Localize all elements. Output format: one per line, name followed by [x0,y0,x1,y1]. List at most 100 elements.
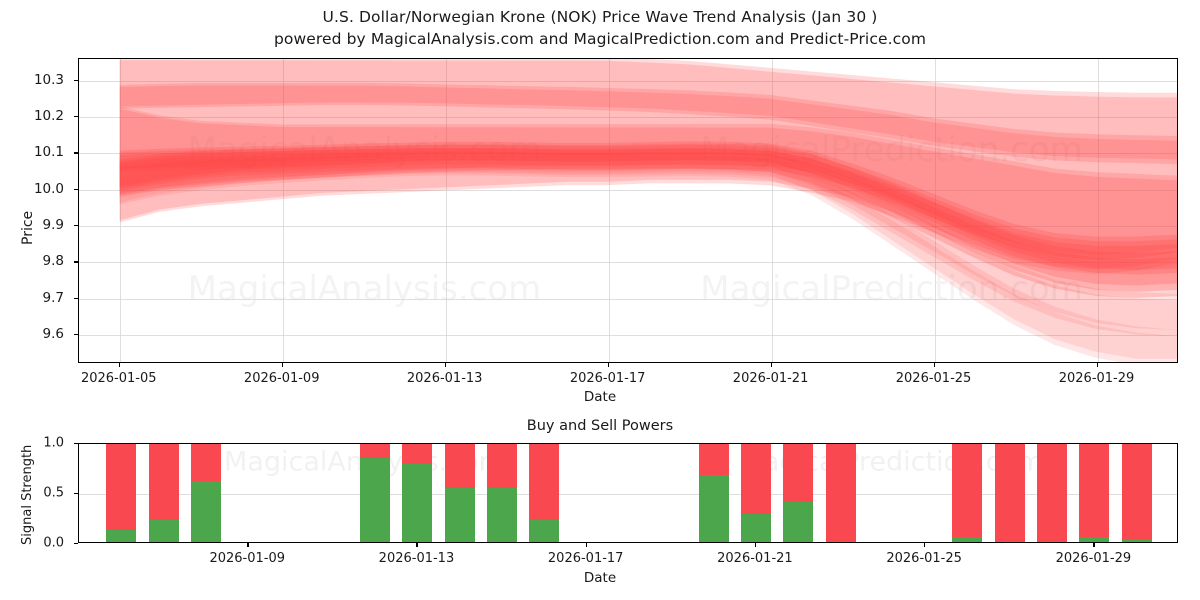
signal-bar[interactable] [698,444,729,542]
price-wave-band [119,106,1177,256]
price-wave-band [119,108,1177,260]
price-gridline-h [79,334,1177,336]
price-wave-band [119,151,1177,298]
chart-title-line-1: U.S. Dollar/Norwegian Krone (NOK) Price … [322,8,878,26]
signal-bar[interactable] [825,444,856,542]
price-gridline-v [771,59,773,362]
price-gridline-h [79,117,1177,119]
price-x-tick-label: 2026-01-13 [406,371,483,386]
price-wave-band [119,157,1177,359]
buy-power-segment [1121,539,1152,542]
sell-power-segment [360,444,391,458]
signal-x-tick-label: 2026-01-25 [886,551,962,566]
sell-power-segment [444,444,475,488]
signal-bar[interactable] [740,444,771,542]
signal-y-tick-label: 0.0 [43,535,64,551]
price-x-tick-label: 2026-01-21 [732,371,809,386]
sell-power-segment [1079,444,1110,537]
signal-bar[interactable] [1037,444,1068,542]
signal-y-tickmark [74,543,78,545]
signal-x-tick-label: 2026-01-21 [717,551,793,566]
signal-x-tick-label: 2026-01-17 [547,551,624,566]
sell-power-segment [190,444,221,481]
signal-y-tickmark [74,443,78,445]
signal-bar[interactable] [402,444,433,542]
signal-bar[interactable] [360,444,391,542]
buy-power-segment [740,514,771,542]
price-gridline-h [79,226,1177,228]
price-x-tickmark [118,363,121,367]
signal-gridline-h [79,494,1177,495]
price-wave-band [119,59,1177,270]
signal-bar[interactable] [190,444,221,542]
price-wave-band [119,147,1177,275]
signal-bar[interactable] [1121,444,1152,542]
buy-power-segment [698,475,729,542]
signal-bar[interactable] [444,444,475,542]
buy-power-segment [402,464,433,542]
price-y-tick-label: 10.3 [33,71,64,88]
signal-y-tickmark [74,493,78,495]
price-y-tick-label: 9.7 [42,289,64,306]
sell-power-segment [783,444,814,502]
price-wave-band [119,143,1177,286]
signal-x-tick-label: 2026-01-13 [378,551,455,566]
signal-x-axis-label: Date [583,570,617,586]
signal-bar[interactable] [952,444,983,542]
signal-bar[interactable] [148,444,179,542]
price-wave-band [119,141,1177,266]
price-wave-band [119,85,1177,165]
signal-y-axis-label: Signal Strength [20,444,35,545]
signal-bar[interactable] [106,444,137,542]
price-wave-band [119,144,1177,271]
price-x-tickmark [770,363,772,367]
price-wave-band [119,151,1177,330]
price-y-tickmark [74,225,78,227]
signal-x-tickmark [247,543,249,547]
price-wave-band [119,161,1177,362]
price-y-tick-label: 10.1 [33,144,64,161]
price-y-tickmark [74,116,78,118]
buy-power-segment [444,488,475,542]
price-y-tickmark [74,297,78,299]
sell-power-segment [994,444,1025,542]
price-x-tick-label: 2026-01-25 [895,371,972,386]
signal-y-tick-label: 0.5 [43,485,64,501]
signal-bar[interactable] [529,444,560,542]
signal-y-tick-label: 1.0 [43,435,64,451]
sell-power-segment [952,444,983,537]
price-gridline-h [79,262,1177,264]
signal-x-tickmark [416,543,418,547]
price-gridline-h [79,298,1177,300]
signal-bar[interactable] [994,444,1025,542]
signal-x-tick-label: 2026-01-29 [1055,551,1132,566]
price-wave-band [119,82,1177,160]
price-x-tick-label: 2026-01-09 [243,371,320,386]
sell-power-segment [740,444,771,514]
price-y-tick-label: 10.2 [33,108,64,125]
signal-bar[interactable] [783,444,814,542]
price-chart-plot-area: MagicalAnalysis.com MagicalPrediction.co… [78,58,1178,363]
price-wave-band [119,155,1177,337]
buy-power-segment [190,481,221,542]
signal-x-tickmark [754,543,757,547]
price-y-tick-label: 9.6 [42,325,64,342]
buy-power-segment [360,458,391,542]
signal-bar[interactable] [487,444,518,542]
buy-power-segment [1079,537,1110,542]
signal-x-tickmark [1093,543,1095,547]
price-x-tickmark [281,363,283,367]
price-x-tickmark [444,363,446,367]
price-y-tickmark [74,79,78,82]
price-wave-bands [119,59,1177,362]
buy-power-segment [106,530,137,542]
price-wave-band [119,60,1177,275]
price-x-tickmark [1096,363,1098,367]
buy-power-segment [148,520,179,542]
price-y-tick-label: 9.9 [42,217,64,234]
price-y-tickmark [74,261,78,263]
sell-power-segment [698,444,729,475]
price-x-tickmark [607,363,609,367]
price-x-tick-label: 2026-01-29 [1058,371,1135,386]
signal-bar[interactable] [1079,444,1110,542]
